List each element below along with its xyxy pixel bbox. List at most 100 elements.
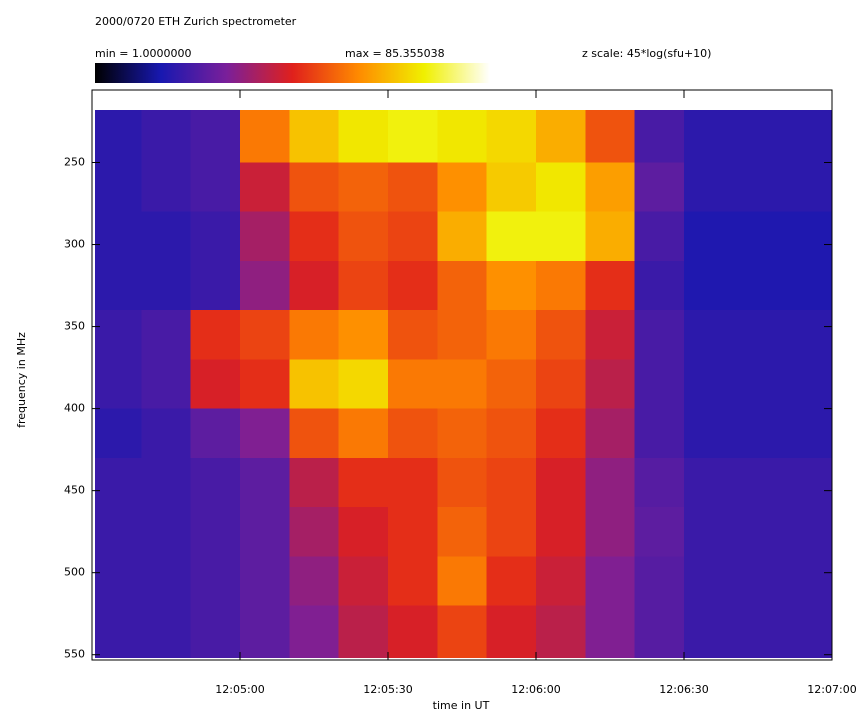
y-tick-label: 450 xyxy=(64,484,85,497)
heatmap-cell xyxy=(684,212,733,261)
y-axis-label: frequency in MHz xyxy=(15,332,28,428)
heatmap-cell xyxy=(536,110,585,163)
heatmap-cell xyxy=(585,556,634,605)
heatmap-cell xyxy=(95,359,141,408)
heatmap-cell xyxy=(585,110,634,163)
heatmap-cell xyxy=(95,261,141,310)
heatmap-cell xyxy=(684,507,733,556)
heatmap-cell xyxy=(240,261,289,310)
heatmap-cell xyxy=(536,310,585,359)
heatmap-cell xyxy=(585,212,634,261)
heatmap-cell xyxy=(388,409,437,458)
heatmap-cell xyxy=(437,458,486,507)
heatmap-cell xyxy=(437,310,486,359)
heatmap-cell xyxy=(339,409,388,458)
heatmap-cell xyxy=(240,458,289,507)
heatmap-cell xyxy=(289,310,338,359)
heatmap-cell xyxy=(585,261,634,310)
heatmap-cell xyxy=(684,409,733,458)
heatmap-cell xyxy=(585,310,634,359)
heatmap-cell xyxy=(95,310,141,359)
heatmap-cell xyxy=(437,110,486,163)
heatmap-cell xyxy=(733,359,782,408)
heatmap-cell xyxy=(240,110,289,163)
chart: 2000/0720 ETH Zurich spectrometer min = … xyxy=(0,0,861,718)
heatmap-cell xyxy=(585,605,634,658)
heatmap-cell xyxy=(487,409,536,458)
heatmap-cell xyxy=(783,163,832,212)
heatmap-cell xyxy=(141,409,190,458)
heatmap-cell xyxy=(536,212,585,261)
heatmap-cell xyxy=(733,261,782,310)
heatmap-cell xyxy=(536,507,585,556)
heatmap-cell xyxy=(191,212,240,261)
chart-title: 2000/0720 ETH Zurich spectrometer xyxy=(95,15,297,28)
heatmap-cell xyxy=(733,458,782,507)
heatmap-cell xyxy=(388,261,437,310)
heatmap-cell xyxy=(684,605,733,658)
heatmap-cell xyxy=(585,409,634,458)
heatmap-cell xyxy=(141,261,190,310)
colorbar-min: min = 1.0000000 xyxy=(95,47,191,60)
heatmap-cell xyxy=(733,163,782,212)
heatmap-cell xyxy=(191,310,240,359)
heatmap-cell xyxy=(684,310,733,359)
heatmap-cell xyxy=(191,261,240,310)
heatmap-cell xyxy=(388,110,437,163)
heatmap-cell xyxy=(141,507,190,556)
heatmap-cell xyxy=(684,163,733,212)
heatmap-cell xyxy=(95,507,141,556)
heatmap-cell xyxy=(437,163,486,212)
heatmap-cell xyxy=(289,507,338,556)
heatmap-cell xyxy=(487,507,536,556)
heatmap-cell xyxy=(289,605,338,658)
x-axis-label: time in UT xyxy=(433,699,490,712)
heatmap-cell xyxy=(289,261,338,310)
heatmap-cell xyxy=(95,110,141,163)
heatmap-cell xyxy=(536,605,585,658)
heatmap-cell xyxy=(191,556,240,605)
heatmap-cell xyxy=(339,163,388,212)
heatmap-cell xyxy=(783,212,832,261)
heatmap-cell xyxy=(388,359,437,408)
heatmap-cell xyxy=(388,556,437,605)
heatmap-cell xyxy=(437,359,486,408)
heatmap-cell xyxy=(536,556,585,605)
heatmap-cell xyxy=(240,310,289,359)
heatmap-cell xyxy=(289,212,338,261)
heatmap-cell xyxy=(437,261,486,310)
heatmap-cell xyxy=(536,359,585,408)
heatmap-cell xyxy=(487,110,536,163)
heatmap-cell xyxy=(783,261,832,310)
heatmap-cell xyxy=(733,507,782,556)
heatmap-cell xyxy=(783,605,832,658)
x-tick-label: 12:07:00 xyxy=(807,683,856,696)
y-tick-label: 350 xyxy=(64,320,85,333)
heatmap-cell xyxy=(635,163,684,212)
heatmap-cell xyxy=(240,556,289,605)
heatmap-cell xyxy=(635,261,684,310)
heatmap-cell xyxy=(635,310,684,359)
heatmap-cell xyxy=(733,409,782,458)
heatmap-cell xyxy=(191,605,240,658)
heatmap-cell xyxy=(289,409,338,458)
heatmap-cell xyxy=(388,163,437,212)
heatmap-cell xyxy=(339,605,388,658)
heatmap-cell xyxy=(585,359,634,408)
heatmap-cell xyxy=(437,212,486,261)
colorbar xyxy=(95,63,490,83)
heatmap-cell xyxy=(635,458,684,507)
heatmap-cell xyxy=(733,556,782,605)
heatmap xyxy=(95,110,832,658)
heatmap-cell xyxy=(191,507,240,556)
heatmap-cell xyxy=(783,359,832,408)
y-tick-label: 550 xyxy=(64,648,85,661)
heatmap-cell xyxy=(240,605,289,658)
heatmap-cell xyxy=(339,458,388,507)
heatmap-cell xyxy=(684,458,733,507)
heatmap-cell xyxy=(487,212,536,261)
colorbar-max: max = 85.355038 xyxy=(345,47,445,60)
heatmap-cell xyxy=(191,359,240,408)
heatmap-cell xyxy=(437,556,486,605)
y-tick-label: 250 xyxy=(64,156,85,169)
